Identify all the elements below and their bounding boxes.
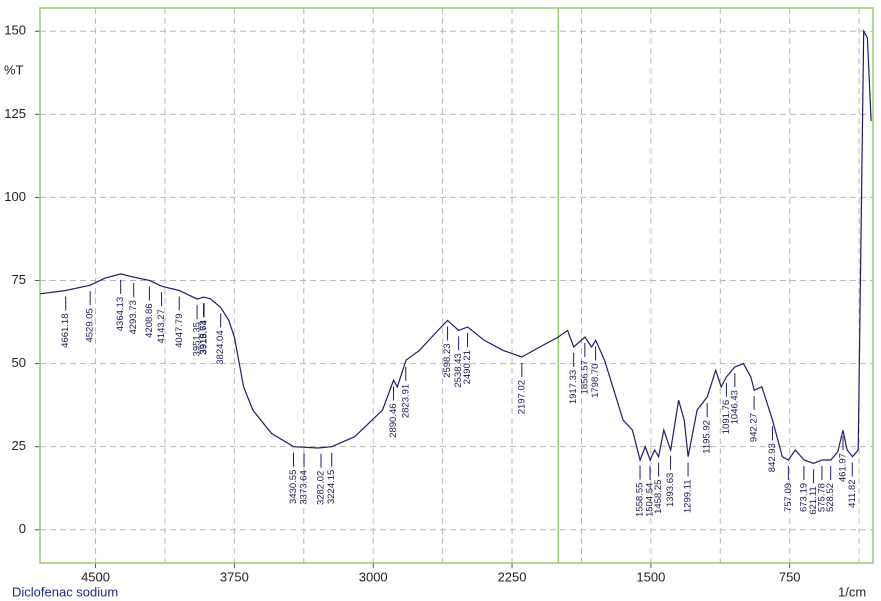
peak-label: 1504.54 [645,483,656,517]
peak-label: 4143.27 [156,309,167,343]
peak-label: 621.11 [808,486,819,514]
x-tick-label: 1500 [636,569,665,584]
peak-label: 842.93 [767,443,778,472]
peak-label: 528.52 [825,483,836,512]
x-tick-label: 2250 [498,569,527,584]
y-tick-label: 75 [12,272,26,287]
peak-label: 4364.13 [115,297,126,331]
y-tick-label: 125 [4,106,26,121]
sample-name: Diclofenac sodium [12,584,118,599]
peak-label: 1046.43 [729,390,740,424]
peak-label: 1856.57 [579,360,590,394]
peak-label: 4661.18 [60,313,71,347]
peak-label: 2197.02 [516,380,527,414]
peak-label: 2490.21 [462,350,473,384]
y-tick-label: 50 [12,355,26,370]
peak-label: 1458.25 [653,480,664,514]
peak-label: 4293.73 [128,300,139,334]
peak-label: 3913.74 [199,320,210,354]
peak-label: 575.78 [816,483,827,512]
peak-label: 3824.04 [215,330,226,364]
x-tick-label: 3000 [359,569,388,584]
peak-label: 3373.64 [299,470,310,504]
peak-label: 4529.05 [85,308,96,342]
peak-label: 1299.11 [683,479,694,513]
peak-label: 2538.43 [453,353,464,387]
plot-frame [39,7,874,564]
peak-label: 2598.23 [442,343,453,377]
y-axis-label: %T [4,62,24,77]
peak-label: 757.09 [783,483,794,512]
peak-label: 4208.86 [144,303,155,337]
peak-label: 1195.92 [702,420,713,454]
spectrum-line [39,29,872,464]
peak-label: 3282.02 [316,471,327,505]
peak-label: 411.82 [847,479,858,507]
x-tick-label: 4500 [81,569,110,584]
x-axis-label: 1/cm [838,584,866,599]
y-tick-label: 0 [19,521,26,536]
peak-label: 4047.79 [174,314,185,348]
y-tick-label: 25 [12,438,26,453]
peak-label: 1558.55 [635,483,646,517]
peak-label: 1393.63 [665,473,676,507]
peak-label: 3224.15 [326,470,337,504]
peak-label: 942.27 [749,413,760,442]
x-tick-label: 3750 [220,569,249,584]
peak-label: 1917.33 [568,370,579,404]
peak-label: 1798.70 [590,364,601,398]
x-tick-label: 750 [779,569,801,584]
y-tick-label: 100 [4,189,26,204]
y-tick-label: 150 [4,23,26,38]
peak-label: 2890.46 [388,403,399,437]
peak-label: 673.19 [798,483,809,512]
peak-label: 3916.63 [198,320,209,354]
peak-label: 1091.76 [721,400,732,434]
peak-label: 2823.91 [400,384,411,418]
peak-label: 3951.35 [192,322,203,356]
peak-label: 461.97 [838,453,849,482]
peak-label: 3430.55 [288,470,299,504]
